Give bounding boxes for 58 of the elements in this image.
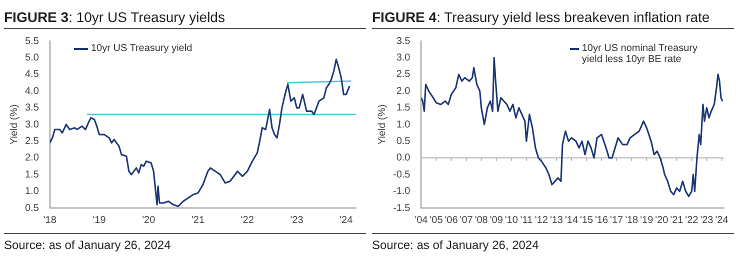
x-tick-label: '24 <box>340 214 354 226</box>
y-tick-label: 3.0 <box>396 52 411 64</box>
x-tick-label: '07 <box>460 214 474 226</box>
x-tick-label: '11 <box>520 214 533 226</box>
y-tick-label: 3.5 <box>396 36 411 47</box>
x-tick-label: '09 <box>490 214 504 226</box>
y-tick-label: 3.0 <box>24 119 40 130</box>
y-tick-label: 5.5 <box>24 36 40 47</box>
y-tick-label: 2.5 <box>396 69 411 80</box>
legend-label: 10yr US Treasury yield <box>91 43 192 54</box>
source-note: Source: as of January 26, 2024 <box>4 238 172 252</box>
x-tick-label: '08 <box>474 214 488 226</box>
y-tick-label: 1.5 <box>396 102 411 114</box>
x-tick-label: '19 <box>92 214 106 226</box>
y-tick-label: 0.5 <box>396 136 411 147</box>
y-tick-label: 5.0 <box>24 52 40 64</box>
x-tick-label: '21 <box>670 214 684 226</box>
x-tick-label: '17 <box>610 214 624 226</box>
y-tick-label: 1.0 <box>24 186 40 198</box>
x-tick-label: '23 <box>700 214 714 226</box>
x-tick-label: '13 <box>550 214 564 226</box>
x-tick-label: '14 <box>564 214 578 226</box>
x-tick-label: '18 <box>625 214 639 226</box>
y-tick-label: 2.0 <box>396 86 411 97</box>
x-tick-label: '16 <box>595 214 608 226</box>
y-tick-label: 2.5 <box>24 136 40 147</box>
y-tick-label: 1.5 <box>24 169 40 180</box>
y-tick-label: 4.5 <box>24 69 40 80</box>
x-tick-label: '12 <box>534 214 548 226</box>
x-tick-label: '04 <box>414 214 428 226</box>
y-axis-title: Yield (%) <box>376 104 388 145</box>
chart-title: FIGURE 3: 10yr US Treasury yields <box>4 8 226 27</box>
x-tick-label: '05 <box>430 214 444 226</box>
y-tick-label: -0.5 <box>392 169 411 180</box>
x-tick-label: '23 <box>290 214 304 226</box>
x-tick-label: '24 <box>715 214 729 226</box>
y-tick-label: 1.0 <box>396 119 411 130</box>
chart-title: FIGURE 4: Treasury yield less breakeven inflation rate <box>372 8 711 27</box>
x-tick-label: '20 <box>142 214 156 226</box>
y-tick-label: 4.0 <box>24 86 40 97</box>
y-tick-label: -1.0 <box>392 186 411 198</box>
legend-label: 10yr US nominal Treasury yield less 10yr BE rate <box>582 43 698 65</box>
x-tick-label: '10 <box>504 214 518 226</box>
x-tick-label: '20 <box>655 214 669 226</box>
y-axis-title: Yield (%) <box>8 104 20 145</box>
y-tick-label: 2.0 <box>24 152 40 164</box>
x-tick-label: '06 <box>444 214 458 226</box>
x-tick-label: '15 <box>580 214 594 226</box>
x-tick-label: '21 <box>191 214 205 226</box>
y-tick-label: 3.5 <box>24 102 40 114</box>
y-tick-label: 0.0 <box>396 152 411 164</box>
x-tick-label: '18 <box>43 214 57 226</box>
x-tick-label: '19 <box>640 214 654 226</box>
x-tick-label: '22 <box>240 214 254 226</box>
y-tick-label: -1.5 <box>392 202 411 214</box>
x-tick-label: '22 <box>685 214 699 226</box>
source-note: Source: as of January 26, 2024 <box>372 238 540 252</box>
y-tick-label: 0.5 <box>24 202 40 214</box>
